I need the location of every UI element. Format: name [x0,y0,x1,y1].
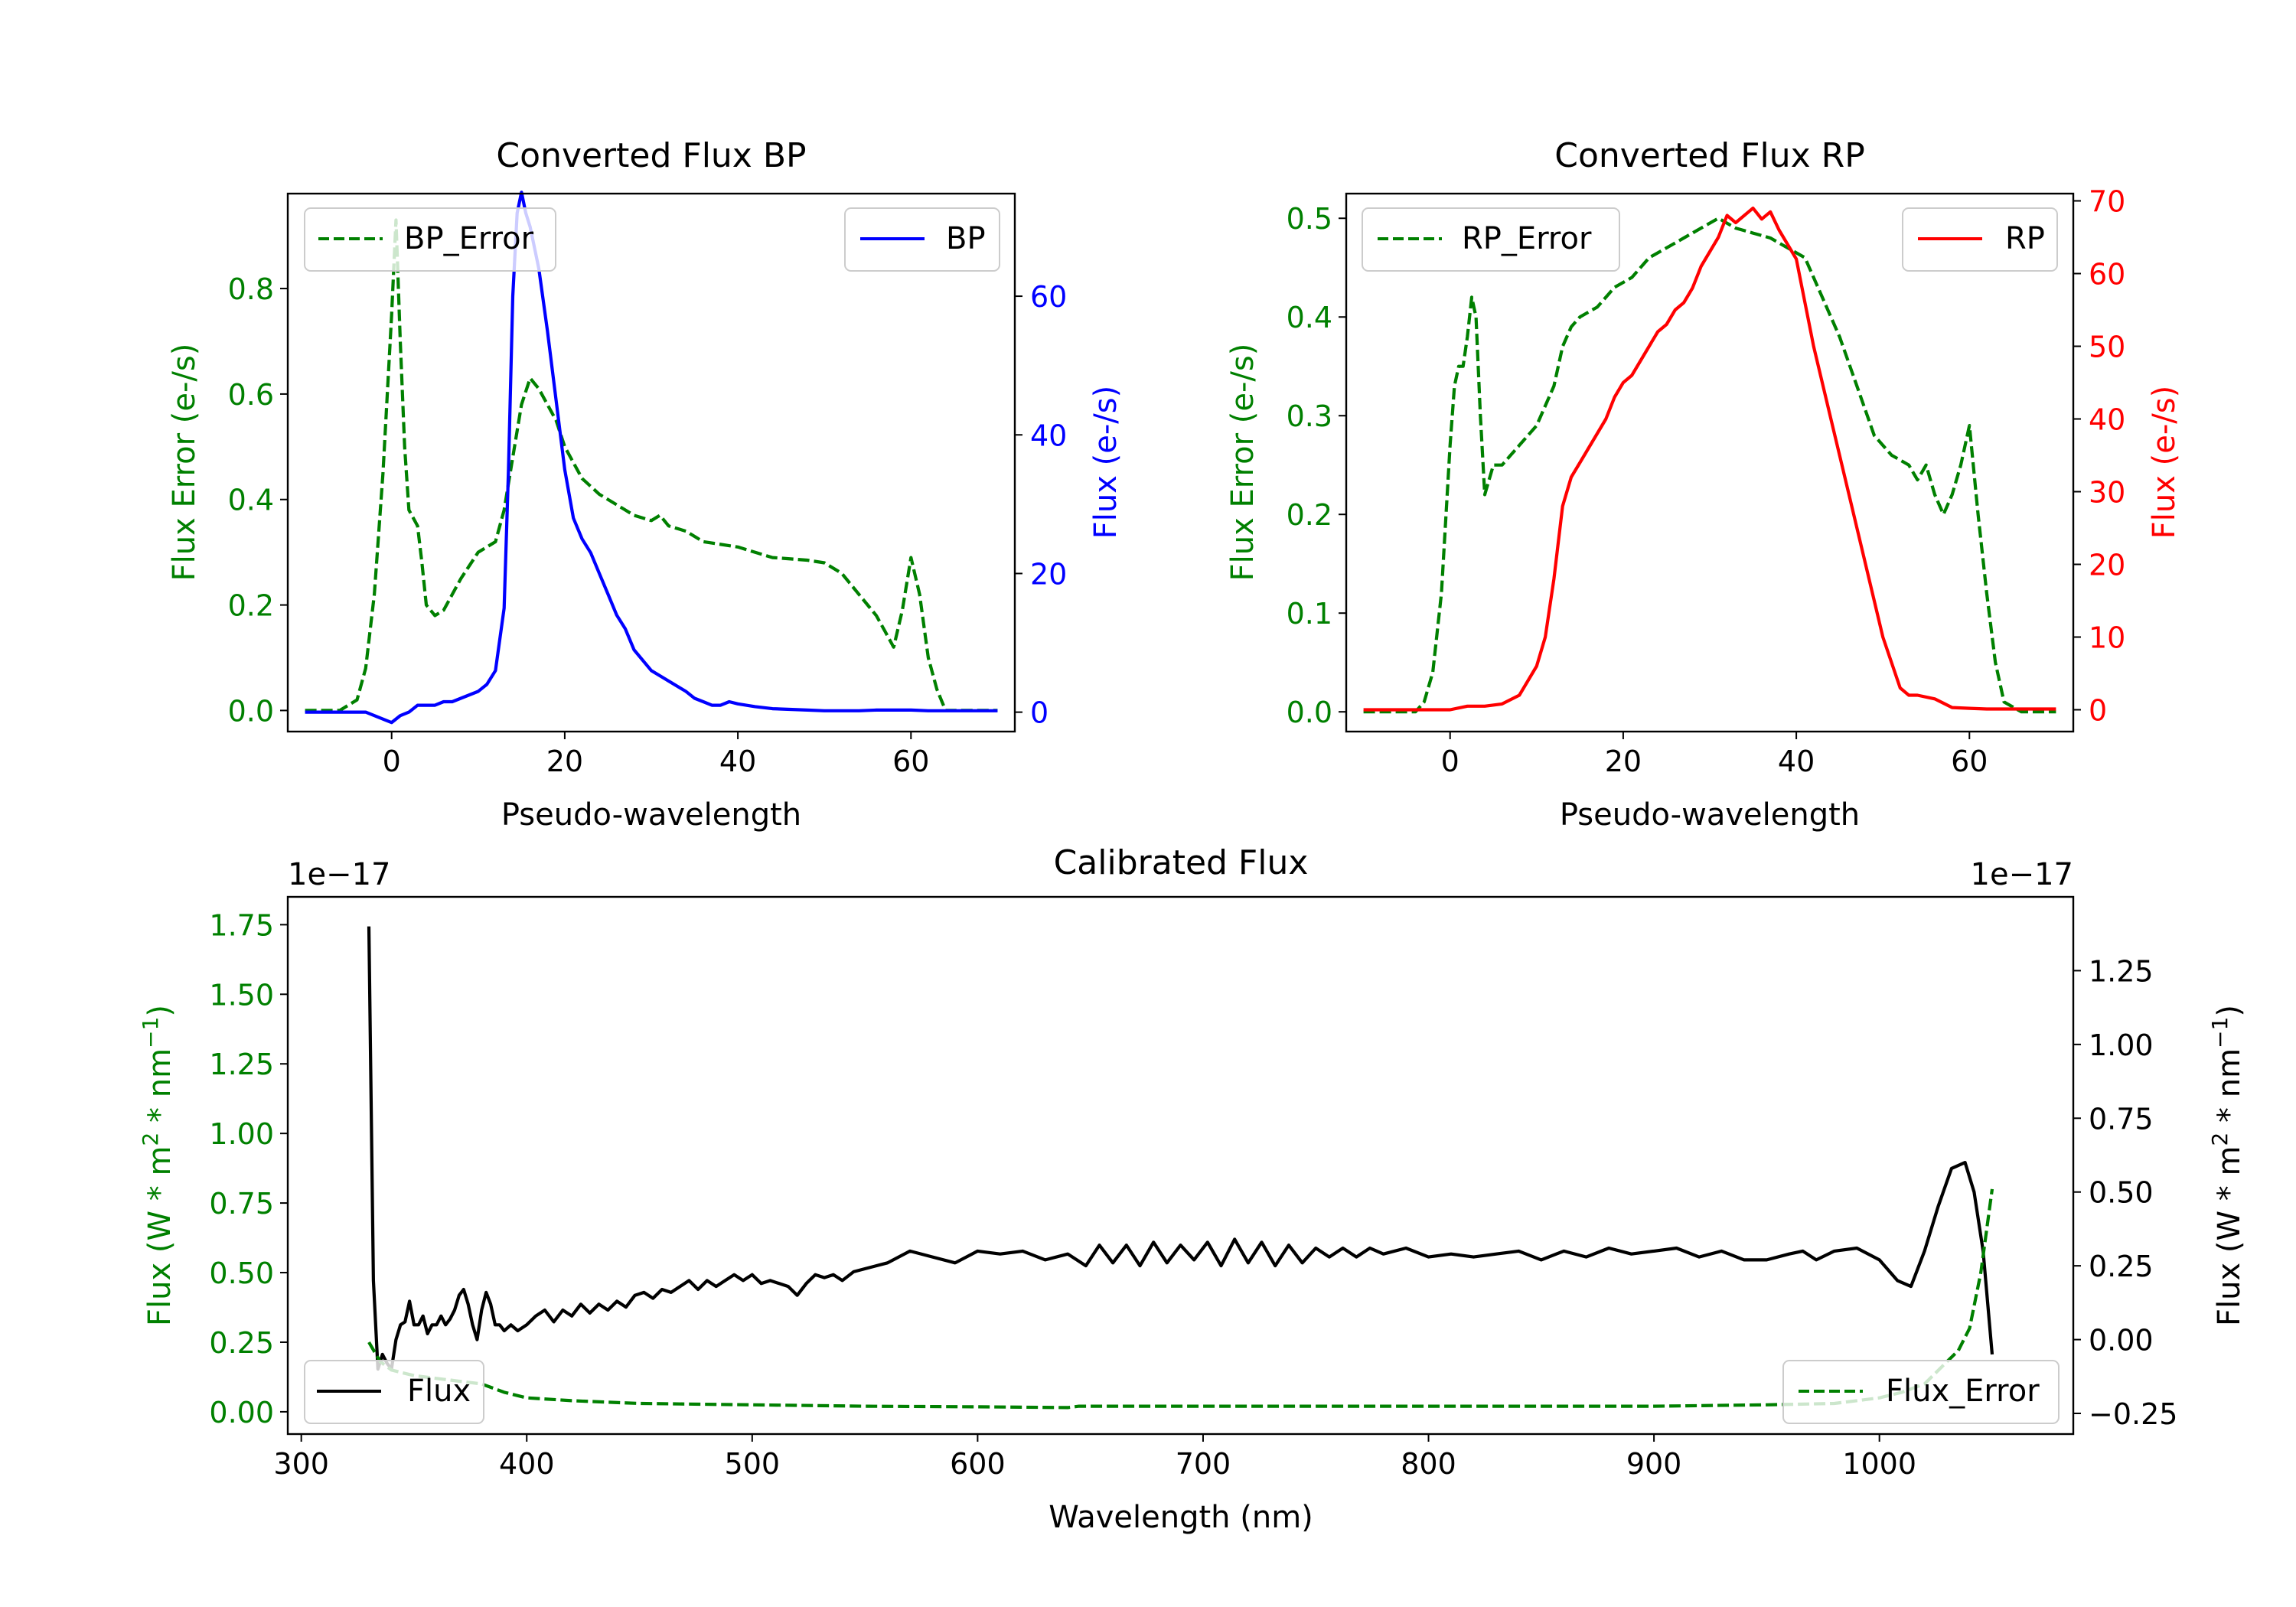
cal-xtick-label: 500 [725,1447,781,1481]
bp-ylabel-right: Flux (e-/s) [1088,386,1124,539]
cal-ylabel-right: Flux (W * m2 * nm−1) [2207,1005,2248,1326]
bp-panel: Converted Flux BP 0 20 40 60 0.0 0.2 0.4 0.6 0.8… [167,136,1124,833]
cal-xtick-label: 400 [499,1447,555,1481]
legend-label: Flux_Error [1886,1374,2040,1409]
rp-axes-frame [1345,192,2075,733]
cal-xlabel: Wavelength (nm) [1049,1500,1313,1535]
rp-ytick-left-label: 0.5 [1287,202,1332,236]
rp-legend-flux: RP [1902,207,2058,272]
rp-ytick-right-label: 0 [2089,694,2107,728]
rp-xtick-label: 40 [1778,745,1815,778]
cal-xtick-label: 700 [1176,1447,1231,1481]
cal-xtick-label: 300 [273,1447,329,1481]
rp-ytick-right-label: 60 [2089,258,2125,292]
cal-ytick-left-label: 1.50 [209,978,274,1012]
legend-label: RP [2005,221,2045,256]
cal-ytick-left-label: 0.00 [209,1396,274,1429]
rp-xtick-label: 0 [1441,745,1459,778]
bp-ytick-left-label: 0.4 [228,484,274,517]
bp-ylabel-left: Flux Error (e-/s) [167,344,202,582]
legend-frame [304,207,556,272]
rp-series-rp-error [1363,217,2056,714]
cal-plot-area: 300 400 500 600 700 800 900 1000 0.00 0.25 0.50 0.7… [209,908,2177,1481]
rp-ytick-right-label: 30 [2089,476,2125,510]
bp-ytick-right-label: 0 [1030,696,1049,730]
cal-xtick-label: 900 [1626,1447,1682,1481]
rp-ytick-right-label: 10 [2089,621,2125,655]
bp-ytick-left-label: 0.6 [228,378,274,412]
legend-frame [1362,207,1620,272]
cal-ytick-right-label: −0.25 [2089,1397,2177,1431]
bp-xtick-label: 60 [892,745,929,778]
cal-ytick-left-label: 0.50 [209,1257,274,1290]
bp-legend-error: BP_Error [304,207,556,272]
cal-title: Calibrated Flux [1054,843,1309,882]
cal-ytick-left-label: 1.00 [209,1117,274,1151]
bp-series-bp-error [305,218,998,712]
rp-ytick-right-label: 40 [2089,403,2125,437]
cal-ytick-left-label: 1.25 [209,1048,274,1081]
cal-ytick-right-label: 1.00 [2089,1028,2154,1062]
rp-ytick-right-label: 70 [2089,185,2125,219]
cal-legend-error: Flux_Error [1782,1360,2060,1424]
cal-ytick-right-label: 0.75 [2089,1102,2154,1136]
cal-ytick-right-label: 0.25 [2089,1250,2154,1283]
cal-legend-flux: Flux [304,1360,484,1424]
bp-ytick-right-label: 40 [1030,419,1067,452]
rp-ylabel-right: Flux (e-/s) [2147,386,2182,539]
cal-offset-left: 1e−17 [288,857,390,892]
bp-xtick-label: 20 [546,745,583,778]
rp-ytick-right-label: 50 [2089,331,2125,364]
bp-xtick-label: 40 [719,745,756,778]
bp-ytick-left-label: 0.0 [228,694,274,728]
bp-ytick-left-label: 0.2 [228,589,274,623]
bp-legend-flux: BP [844,207,1000,272]
rp-series-rp [1363,206,2056,712]
cal-ylabel-left: Flux (W * m2 * nm−1) [138,1005,178,1326]
legend-label: BP [946,221,986,256]
bp-xlabel: Pseudo-wavelength [501,797,801,833]
legend-frame [304,1360,484,1424]
cal-xtick-label: 600 [950,1447,1006,1481]
bp-ytick-right-label: 60 [1030,280,1067,314]
cal-ytick-left-label: 0.75 [209,1187,274,1221]
bp-plot-area: 0 20 40 60 0.0 0.2 0.4 0.6 0.8 0 20 40 60 [228,191,1067,778]
rp-xtick-label: 20 [1605,745,1642,778]
rp-plot-area: 0 20 40 60 0.0 0.1 0.2 0.3 0.4 0.5 0 10 20 30 40 50 60 70 [1287,185,2126,779]
cal-xtick-label: 800 [1401,1447,1456,1481]
cal-ytick-left-label: 0.25 [209,1326,274,1360]
rp-panel: Converted Flux RP 0 20 40 60 0.0 0.1 0.2 0.3 0.4… [1225,136,2182,833]
cal-ytick-left-label: 1.75 [209,908,274,942]
rp-ytick-left-label: 0.1 [1287,597,1332,631]
bp-axes-frame [286,192,1016,733]
legend-label: Flux [407,1374,471,1409]
bp-ytick-left-label: 0.8 [228,272,274,306]
rp-ytick-left-label: 0.4 [1287,301,1332,334]
legend-label: BP_Error [404,221,534,256]
rp-ytick-left-label: 0.2 [1287,498,1332,532]
cal-ytick-right-label: 0.50 [2089,1176,2154,1210]
bp-title: Converted Flux BP [496,136,806,175]
cal-series-flux [367,926,1994,1371]
cal-ytick-right-label: 0.00 [2089,1324,2154,1358]
rp-ytick-left-label: 0.3 [1287,399,1332,433]
legend-label: RP_Error [1462,221,1592,256]
cal-xtick-label: 1000 [1842,1447,1916,1481]
cal-offset-right: 1e−17 [1971,857,2073,892]
legend-frame [1782,1360,2060,1424]
bp-xtick-label: 0 [383,745,401,778]
calibrated-panel: Calibrated Flux 300 400 500 600 700 800 900 100… [138,843,2248,1535]
cal-ytick-right-label: 1.25 [2089,954,2154,988]
rp-ytick-left-label: 0.0 [1287,696,1332,729]
cal-axes-frame [286,895,2075,1436]
rp-ytick-right-label: 20 [2089,549,2125,582]
bp-series-bp [305,191,998,725]
rp-legend-error: RP_Error [1362,207,1620,272]
rp-xtick-label: 60 [1951,745,1988,778]
bp-ytick-right-label: 20 [1030,557,1067,591]
rp-xlabel: Pseudo-wavelength [1560,797,1860,833]
rp-ylabel-left: Flux Error (e-/s) [1225,344,1261,582]
rp-title: Converted Flux RP [1554,136,1865,175]
